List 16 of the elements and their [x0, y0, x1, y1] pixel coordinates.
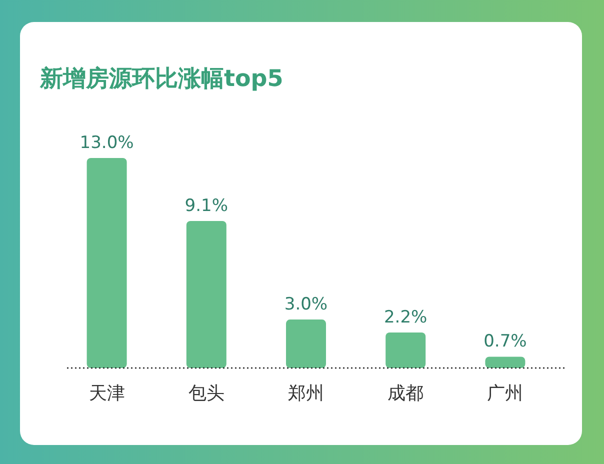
x-tick-label: 天津 — [88, 383, 125, 404]
chart-title: 新增房源环比涨幅top5 — [39, 65, 284, 92]
x-tick-label: 广州 — [487, 383, 524, 404]
data-label: 13.0% — [80, 133, 134, 153]
data-label: 0.7% — [484, 332, 527, 352]
bar — [286, 320, 326, 368]
x-tick-label: 成都 — [388, 383, 424, 404]
data-label: 3.0% — [284, 294, 328, 315]
x-tick-label: 包头 — [188, 383, 224, 404]
x-tick-label: 郑州 — [288, 383, 324, 404]
data-label: 2.2% — [384, 307, 428, 328]
bar — [186, 221, 226, 368]
bar — [386, 332, 426, 368]
bar — [86, 158, 127, 368]
data-label: 9.1% — [184, 196, 228, 216]
bar — [485, 356, 526, 368]
